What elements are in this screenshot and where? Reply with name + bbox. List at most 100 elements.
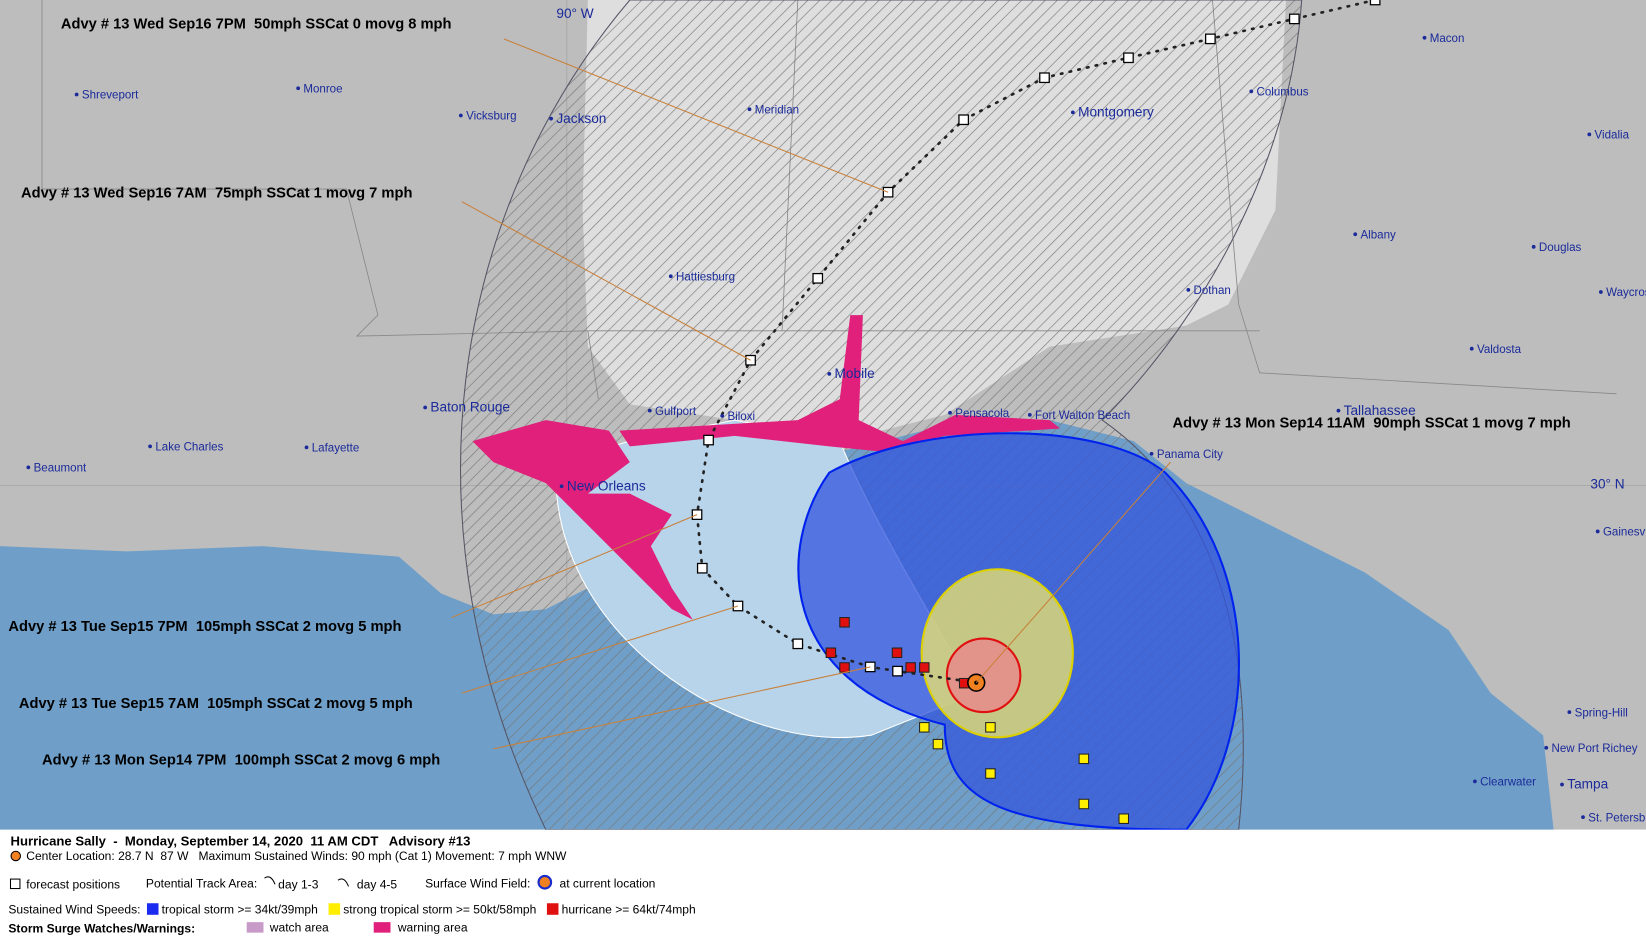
surge-warning (619, 315, 1061, 452)
city-label: Lafayette (312, 443, 360, 455)
legend-swatch (373, 922, 391, 933)
city-label: Lake Charles (155, 442, 223, 454)
city-label: Baton Rouge (430, 400, 510, 415)
legend-label: tropical storm >= 34kt/39mph (162, 903, 318, 917)
legend-info: Center Location: 28.7 N 87 W Maximum Sus… (26, 849, 567, 863)
city-dot (26, 465, 31, 470)
city-dot (668, 274, 673, 279)
city-dot (1186, 287, 1191, 292)
legend-swatch (246, 922, 264, 933)
legend-label: Sustained Wind Speeds: (8, 903, 140, 917)
legend-label: forecast positions (26, 878, 120, 892)
city-dot (1422, 35, 1427, 40)
city-dot (1473, 779, 1477, 784)
city-dot (647, 408, 652, 413)
city-label: Albany (1360, 229, 1396, 241)
city-label: Panama City (1157, 449, 1223, 461)
legend-swatch (146, 903, 159, 915)
city-dot (1469, 346, 1474, 351)
city-label: Valdosta (1477, 344, 1522, 356)
city-label: New Port Richey (1552, 743, 1638, 755)
city-dot (1595, 529, 1600, 534)
surge-warning (472, 420, 693, 620)
forecast-position (691, 509, 703, 520)
city-dot (1598, 290, 1603, 294)
forecast-position (1288, 13, 1300, 25)
city-dot (559, 484, 564, 489)
grid-label: 30° N (1590, 476, 1624, 491)
city-label: Shreveport (82, 90, 139, 102)
city-label: Vidalia (1595, 130, 1630, 142)
city-label: Meridian (755, 104, 799, 116)
leader-line (461, 605, 739, 694)
forecast-position (792, 638, 804, 650)
city-dot (423, 405, 428, 410)
legend-label: warning area (397, 921, 468, 935)
forecast-position (812, 272, 824, 284)
grid-label: 90° W (556, 6, 593, 21)
forecast-position (703, 434, 714, 446)
legend-swatch (328, 903, 341, 915)
city-dot (1581, 815, 1585, 820)
forecast-position (1039, 72, 1050, 84)
legend-icon (10, 850, 21, 862)
city-label: Biloxi (727, 411, 755, 423)
city-dot (296, 86, 301, 91)
city-dot (720, 414, 725, 418)
legend-label: day 4-5 (357, 878, 398, 892)
city-label: Douglas (1539, 242, 1582, 254)
city-label: Mobile (835, 366, 875, 381)
city-dot (1353, 232, 1358, 237)
advisory-label: Advy # 13 Wed Sep16 7PM 50mph SSCat 0 mo… (61, 16, 452, 32)
forecast-position (1369, 0, 1381, 6)
advisory-label: Advy # 13 Wed Sep16 7AM 75mph SSCat 1 mo… (21, 185, 412, 201)
city-label: Monroe (303, 83, 342, 95)
leader-line (451, 514, 698, 619)
leader-line (461, 201, 751, 361)
legend-label: Storm Surge Watches/Warnings: (8, 922, 195, 936)
forecast-position (1205, 33, 1216, 45)
advisory-label: Advy # 13 Tue Sep15 7AM 105mph SSCat 2 m… (19, 696, 413, 712)
city-label: Tampa (1567, 777, 1608, 792)
city-label: St. Petersburg (1588, 812, 1646, 824)
forecast-position (696, 562, 708, 574)
city-label: Spring-Hill (1575, 707, 1628, 719)
city-label: Gainesville (1603, 527, 1646, 539)
legend-icon (337, 878, 350, 887)
city-label: Montgomery (1078, 105, 1154, 120)
city-label: Gulfport (655, 406, 697, 418)
city-label: Clearwater (1480, 777, 1536, 789)
city-dot (148, 444, 153, 449)
city-label: New Orleans (567, 478, 646, 493)
city-label: Macon (1430, 33, 1465, 45)
city-dot (1587, 132, 1592, 137)
city-dot (948, 410, 952, 415)
advisories: Advy # 13 Wed Sep16 7PM 50mph SSCat 0 mo… (8, 16, 1570, 768)
wind-radii-points (919, 722, 1130, 824)
legend-title: Hurricane Sally - Monday, September 14, … (10, 833, 470, 848)
legend-icon (264, 876, 276, 885)
forecast-track (695, 0, 1377, 684)
legend-label: Potential Track Area: (146, 876, 257, 890)
city-dot (1070, 110, 1075, 115)
city-label: Columbus (1257, 87, 1309, 99)
forecast-position (892, 665, 903, 677)
city-label: Pensacola (955, 408, 1009, 420)
city-dot (1336, 408, 1341, 413)
city-dot (1027, 412, 1032, 417)
city-dot (1149, 451, 1154, 456)
advisory-label: Advy # 13 Mon Sep14 11AM 90mph SSCat 1 m… (1173, 415, 1571, 431)
city-label: Dothan (1194, 285, 1231, 297)
legend-label: watch area (269, 921, 329, 935)
cities: Shreveport Monroe Vicksburg Jackson Meridian… (26, 33, 1646, 824)
leader-line (975, 461, 1171, 684)
legend-label: Surface Wind Field: (425, 876, 530, 890)
legend-box (0, 829, 1646, 940)
city-label: Waycross (1606, 287, 1646, 299)
city-dot (304, 445, 309, 450)
legend: Hurricane Sally - Monday, September 14, … (0, 829, 1646, 940)
city-dot (827, 372, 832, 376)
forecast-position (1123, 52, 1134, 64)
